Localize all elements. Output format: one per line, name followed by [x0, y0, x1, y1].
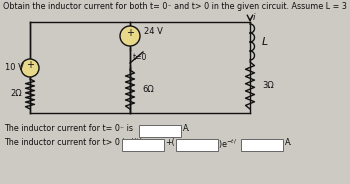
- Text: 10 V: 10 V: [5, 63, 23, 72]
- Text: +: +: [26, 60, 34, 70]
- FancyBboxPatch shape: [176, 139, 218, 151]
- Text: The inductor current for t> 0 is i(t) =: The inductor current for t> 0 is i(t) =: [4, 138, 152, 147]
- Text: Obtain the inductor current for both t= 0⁻ and t> 0 in the given circuit. Assume: Obtain the inductor current for both t= …: [3, 2, 350, 11]
- FancyBboxPatch shape: [241, 139, 283, 151]
- Text: 6Ω: 6Ω: [142, 85, 154, 94]
- Text: t=0: t=0: [133, 53, 147, 62]
- Text: L: L: [262, 37, 268, 47]
- Text: )e$^{-t/}$: )e$^{-t/}$: [218, 138, 237, 151]
- Circle shape: [120, 26, 140, 46]
- Text: 2Ω: 2Ω: [10, 89, 22, 98]
- Text: 3Ω: 3Ω: [262, 81, 274, 90]
- Text: 24 V: 24 V: [144, 27, 163, 36]
- Text: +(: +(: [165, 138, 175, 147]
- Text: +: +: [126, 28, 134, 38]
- FancyBboxPatch shape: [139, 125, 181, 137]
- Text: The inductor current for t= 0⁻ is: The inductor current for t= 0⁻ is: [4, 124, 133, 133]
- Text: A.: A.: [285, 138, 293, 147]
- Circle shape: [21, 59, 39, 77]
- Text: A.: A.: [183, 124, 191, 133]
- Text: i: i: [253, 13, 255, 22]
- FancyBboxPatch shape: [122, 139, 164, 151]
